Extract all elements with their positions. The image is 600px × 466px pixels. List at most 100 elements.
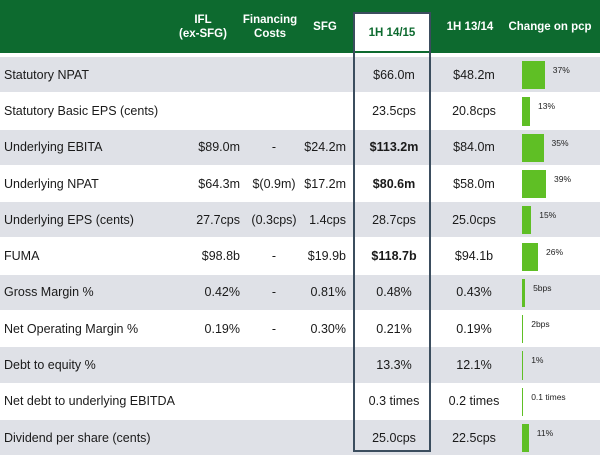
1h-14-15-value: $80.6m xyxy=(372,176,416,191)
row-label: Statutory NPAT xyxy=(4,67,89,82)
table-row: FUMA $98.8b - $19.9b $118.7b $94.1b 26% xyxy=(0,238,600,274)
1h-14-15-value: 28.7cps xyxy=(372,212,416,227)
header-ifl: IFL (ex-SFG) xyxy=(179,13,227,40)
1h-13-14-value: 12.1% xyxy=(456,358,492,373)
ifl-value: $98.8b xyxy=(201,249,240,264)
table-row: Dividend per share (cents) 25.0cps 22.5cps… xyxy=(0,420,600,456)
1h-13-14-value: 0.43% xyxy=(456,285,492,300)
ifl-value xyxy=(172,384,240,419)
change-label: 26% xyxy=(546,246,564,257)
1h-13-14-value: 25.0cps xyxy=(452,212,496,227)
change-bar xyxy=(522,97,530,126)
ifl-value: 0.19% xyxy=(204,321,240,336)
row-label: Net debt to underlying EBITDA xyxy=(4,394,175,409)
table-row: Net debt to underlying EBITDA 0.3 times 0.… xyxy=(0,383,600,419)
change-label: 13% xyxy=(538,101,556,112)
sfg-value: 0.30% xyxy=(310,321,346,336)
change-bar xyxy=(522,351,524,380)
ifl-value xyxy=(172,420,240,455)
change-bar xyxy=(522,206,532,235)
change-label: 37% xyxy=(552,65,570,75)
1h-14-15-value: 13.3% xyxy=(376,358,412,373)
table-header: IFL (ex-SFG) Financing Costs SFG 1H 14/1… xyxy=(0,0,600,53)
sfg-value xyxy=(290,347,346,382)
change-bar xyxy=(522,169,546,199)
sfg-value: 0.81% xyxy=(310,285,346,300)
sfg-value xyxy=(290,57,346,92)
ifl-value: $64.3m xyxy=(198,176,240,191)
change-label: 11% xyxy=(536,428,554,438)
row-label: Underlying NPAT xyxy=(4,176,99,191)
table-row: Underlying EPS (cents) 27.7cps (0.3cps) 1.4… xyxy=(0,202,600,238)
table-row: Statutory Basic EPS (cents) 23.5cps 20.8cp… xyxy=(0,93,600,129)
1h-14-15-value: $66.0m xyxy=(373,67,415,82)
1h-13-14-value: 22.5cps xyxy=(452,430,496,445)
change-bar xyxy=(522,387,524,416)
sfg-value xyxy=(290,93,346,128)
row-label: Statutory Basic EPS (cents) xyxy=(4,103,159,118)
header-1h-13-14: 1H 13/14 xyxy=(446,20,494,33)
change-label: 5bps xyxy=(533,282,552,293)
financing-costs-value: - xyxy=(271,249,277,264)
1h-13-14-value: $58.0m xyxy=(453,176,495,191)
financing-costs-value: - xyxy=(271,321,277,336)
change-bar xyxy=(522,278,526,308)
ifl-value: 0.42% xyxy=(204,285,240,300)
row-label: Underlying EPS (cents) xyxy=(4,212,134,227)
table-row: Underlying NPAT $64.3m $(0.9m) $17.2m $80.6m… xyxy=(0,165,600,202)
ifl-value: 27.7cps xyxy=(196,212,240,227)
ifl-value xyxy=(172,347,240,382)
1h-14-15-value: $113.2m xyxy=(369,140,419,155)
ifl-value xyxy=(172,57,240,92)
change-bar xyxy=(522,133,544,162)
1h-14-15-value: 25.0cps xyxy=(372,430,416,445)
1h-13-14-value: 20.8cps xyxy=(452,103,496,118)
table-row: Statutory NPAT $66.0m $48.2m 37% xyxy=(0,57,600,93)
row-label: Debt to equity % xyxy=(4,358,96,373)
header-financing-costs: Financing Costs xyxy=(242,13,298,40)
change-bar xyxy=(522,242,538,271)
financing-costs-value: - xyxy=(271,140,277,155)
financing-costs-value: $(0.9m) xyxy=(252,176,296,191)
change-label: 35% xyxy=(551,137,569,148)
change-label: 1% xyxy=(531,355,544,366)
ifl-value xyxy=(172,93,240,128)
row-label: Underlying EBITA xyxy=(4,140,103,155)
change-label: 0.1 times xyxy=(531,391,566,402)
1h-13-14-value: 0.19% xyxy=(456,321,492,336)
table-row: Debt to equity % 13.3% 12.1% 1% xyxy=(0,347,600,383)
header-sfg: SFG xyxy=(313,20,337,33)
sfg-value: $19.9b xyxy=(307,249,346,264)
1h-13-14-value: 0.2 times xyxy=(448,394,500,409)
sfg-value: 1.4cps xyxy=(309,212,346,227)
header-1h-14-15: 1H 14/15 xyxy=(355,14,429,51)
financing-costs-value: - xyxy=(271,285,277,300)
1h-14-15-value: 0.48% xyxy=(376,285,412,300)
1h-14-15-value: 23.5cps xyxy=(372,103,416,118)
1h-13-14-value: $84.0m xyxy=(453,140,495,155)
1h-13-14-value: $48.2m xyxy=(453,67,495,82)
row-label: Dividend per share (cents) xyxy=(4,430,151,445)
table-row: Net Operating Margin % 0.19% - 0.30% 0.21% 0.… xyxy=(0,311,600,347)
row-label: FUMA xyxy=(4,249,40,264)
change-bar xyxy=(522,61,545,90)
table-row: Underlying EBITA $89.0m - $24.2m $113.2m $84.… xyxy=(0,129,600,165)
table-row: Gross Margin % 0.42% - 0.81% 0.48% 0.43% 5bps xyxy=(0,274,600,311)
sfg-value xyxy=(290,420,346,455)
change-label: 2bps xyxy=(531,319,550,330)
header-change-on-pcp: Change on pcp xyxy=(508,20,592,33)
change-label: 15% xyxy=(539,210,557,221)
1h-13-14-value: $94.1b xyxy=(454,249,494,264)
ifl-value: $89.0m xyxy=(198,140,240,155)
financing-costs-value: (0.3cps) xyxy=(251,212,297,227)
sfg-value: $24.2m xyxy=(304,140,346,155)
row-label: Net Operating Margin % xyxy=(4,321,139,336)
sfg-value: $17.2m xyxy=(304,176,346,191)
1h-14-15-value: 0.3 times xyxy=(368,394,420,409)
change-bar xyxy=(522,424,529,453)
sfg-value xyxy=(290,384,346,419)
1h-14-15-value: 0.21% xyxy=(376,321,412,336)
change-bar xyxy=(522,315,524,344)
1h-14-15-value: $118.7b xyxy=(371,249,417,264)
row-label: Gross Margin % xyxy=(4,285,94,300)
